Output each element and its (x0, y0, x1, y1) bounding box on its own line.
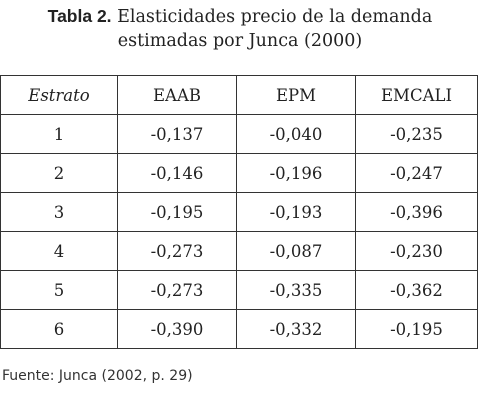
header-epm: EPM (236, 75, 356, 115)
cell-epm: -0,087 (236, 231, 356, 271)
header-estrato: Estrato (0, 75, 118, 115)
table-row: 1 -0,137 -0,040 -0,235 (0, 114, 478, 154)
table-caption: Tabla 2. Elasticidades precio de la dema… (0, 4, 480, 53)
cell-eaab: -0,390 (117, 309, 237, 349)
table-row: 6 -0,390 -0,332 -0,195 (0, 309, 478, 349)
cell-emcali: -0,362 (355, 270, 478, 310)
cell-epm: -0,196 (236, 153, 356, 193)
cell-epm: -0,335 (236, 270, 356, 310)
table-row: 5 -0,273 -0,335 -0,362 (0, 270, 478, 310)
cell-estrato: 4 (0, 231, 118, 271)
caption-label: Tabla 2. (47, 6, 112, 26)
header-emcali: EMCALI (355, 75, 478, 115)
header-eaab: EAAB (117, 75, 237, 115)
table-row: 4 -0,273 -0,087 -0,230 (0, 231, 478, 271)
cell-eaab: -0,195 (117, 192, 237, 232)
cell-estrato: 3 (0, 192, 118, 232)
cell-emcali: -0,235 (355, 114, 478, 154)
source-note: Fuente: Junca (2002, p. 29) (2, 368, 193, 384)
cell-eaab: -0,273 (117, 270, 237, 310)
cell-emcali: -0,247 (355, 153, 478, 193)
cell-eaab: -0,273 (117, 231, 237, 271)
cell-epm: -0,040 (236, 114, 356, 154)
caption-title-line-2: estimadas por Junca (2000) (117, 31, 363, 51)
caption-line-1: Tabla 2. Elasticidades precio de la dema… (0, 4, 480, 29)
cell-epm: -0,332 (236, 309, 356, 349)
table-row: 2 -0,146 -0,196 -0,247 (0, 153, 478, 193)
elasticities-table: Estrato EAAB EPM EMCALI 1 -0,137 -0,040 … (0, 75, 478, 349)
table-row: 3 -0,195 -0,193 -0,396 (0, 192, 478, 232)
table-header-row: Estrato EAAB EPM EMCALI (0, 75, 478, 115)
cell-estrato: 6 (0, 309, 118, 349)
cell-emcali: -0,396 (355, 192, 478, 232)
caption-title-line-1: Elasticidades precio de la demanda (117, 7, 433, 27)
cell-estrato: 1 (0, 114, 118, 154)
cell-estrato: 5 (0, 270, 118, 310)
cell-emcali: -0,230 (355, 231, 478, 271)
cell-emcali: -0,195 (355, 309, 478, 349)
cell-eaab: -0,146 (117, 153, 237, 193)
cell-eaab: -0,137 (117, 114, 237, 154)
cell-epm: -0,193 (236, 192, 356, 232)
cell-estrato: 2 (0, 153, 118, 193)
